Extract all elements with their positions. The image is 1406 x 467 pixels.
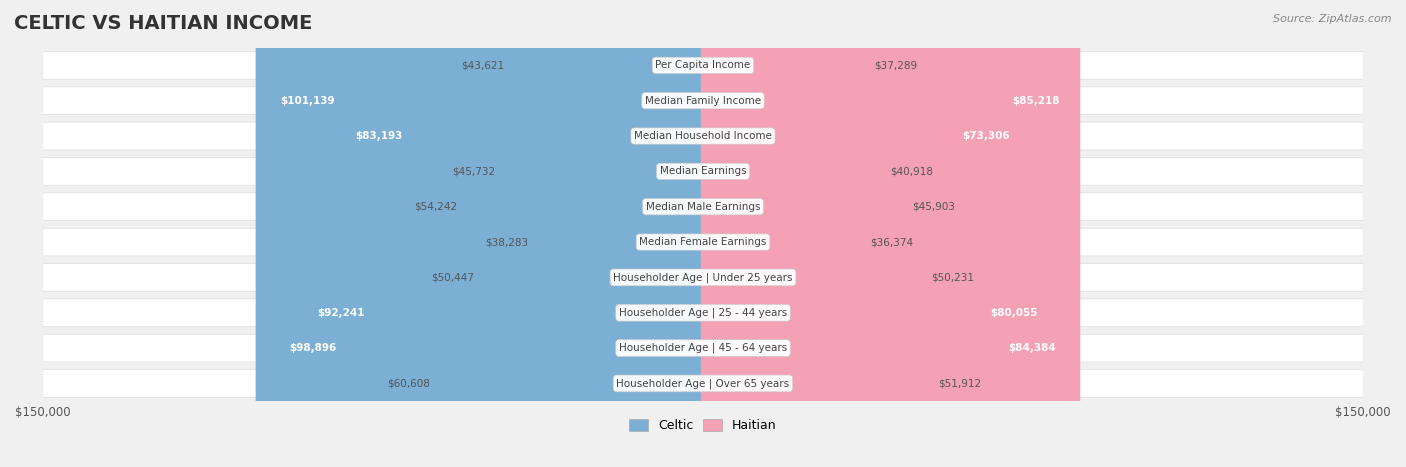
Text: Median Household Income: Median Household Income	[634, 131, 772, 141]
FancyBboxPatch shape	[42, 157, 1364, 185]
Text: Householder Age | 25 - 44 years: Householder Age | 25 - 44 years	[619, 307, 787, 318]
Text: $50,447: $50,447	[432, 272, 474, 283]
FancyBboxPatch shape	[42, 87, 1364, 114]
FancyBboxPatch shape	[700, 0, 1080, 467]
FancyBboxPatch shape	[42, 122, 1364, 150]
FancyBboxPatch shape	[700, 0, 1057, 467]
Text: $43,621: $43,621	[461, 60, 505, 71]
Text: $54,242: $54,242	[415, 202, 458, 212]
Text: $85,218: $85,218	[1012, 96, 1059, 106]
FancyBboxPatch shape	[509, 0, 706, 467]
Text: Householder Age | 45 - 64 years: Householder Age | 45 - 64 years	[619, 343, 787, 354]
FancyBboxPatch shape	[295, 0, 706, 467]
Text: Householder Age | Over 65 years: Householder Age | Over 65 years	[616, 378, 790, 389]
Text: Source: ZipAtlas.com: Source: ZipAtlas.com	[1274, 14, 1392, 24]
Text: Median Male Earnings: Median Male Earnings	[645, 202, 761, 212]
Text: Median Earnings: Median Earnings	[659, 166, 747, 177]
Text: $37,289: $37,289	[873, 60, 917, 71]
Text: Median Female Earnings: Median Female Earnings	[640, 237, 766, 247]
Text: $40,918: $40,918	[890, 166, 932, 177]
Text: $73,306: $73,306	[962, 131, 1010, 141]
FancyBboxPatch shape	[42, 193, 1364, 220]
Text: $45,903: $45,903	[911, 202, 955, 212]
Text: $50,231: $50,231	[931, 272, 974, 283]
FancyBboxPatch shape	[533, 0, 706, 467]
FancyBboxPatch shape	[42, 369, 1364, 397]
FancyBboxPatch shape	[42, 228, 1364, 256]
Text: $101,139: $101,139	[280, 96, 335, 106]
FancyBboxPatch shape	[700, 0, 934, 467]
FancyBboxPatch shape	[335, 0, 706, 467]
FancyBboxPatch shape	[700, 0, 886, 467]
FancyBboxPatch shape	[700, 0, 907, 467]
Text: Per Capita Income: Per Capita Income	[655, 60, 751, 71]
FancyBboxPatch shape	[42, 334, 1364, 362]
Text: CELTIC VS HAITIAN INCOME: CELTIC VS HAITIAN INCOME	[14, 14, 312, 33]
FancyBboxPatch shape	[700, 0, 1028, 467]
Text: $84,384: $84,384	[1008, 343, 1056, 353]
FancyBboxPatch shape	[700, 0, 869, 467]
Text: $51,912: $51,912	[938, 378, 981, 389]
Text: $36,374: $36,374	[870, 237, 912, 247]
FancyBboxPatch shape	[479, 0, 706, 467]
FancyBboxPatch shape	[266, 0, 706, 467]
FancyBboxPatch shape	[434, 0, 706, 467]
Text: $83,193: $83,193	[356, 131, 402, 141]
FancyBboxPatch shape	[499, 0, 706, 467]
Text: $92,241: $92,241	[318, 308, 364, 318]
Text: $38,283: $38,283	[485, 237, 527, 247]
FancyBboxPatch shape	[256, 0, 706, 467]
Text: $98,896: $98,896	[290, 343, 337, 353]
FancyBboxPatch shape	[700, 0, 1077, 467]
FancyBboxPatch shape	[700, 0, 865, 467]
Text: Median Family Income: Median Family Income	[645, 96, 761, 106]
FancyBboxPatch shape	[42, 51, 1364, 79]
FancyBboxPatch shape	[700, 0, 927, 467]
FancyBboxPatch shape	[42, 263, 1364, 291]
Text: $80,055: $80,055	[990, 308, 1038, 318]
Legend: Celtic, Haitian: Celtic, Haitian	[624, 414, 782, 437]
FancyBboxPatch shape	[463, 0, 706, 467]
Text: $45,732: $45,732	[451, 166, 495, 177]
Text: $60,608: $60,608	[387, 378, 430, 389]
Text: Householder Age | Under 25 years: Householder Age | Under 25 years	[613, 272, 793, 283]
FancyBboxPatch shape	[42, 299, 1364, 326]
